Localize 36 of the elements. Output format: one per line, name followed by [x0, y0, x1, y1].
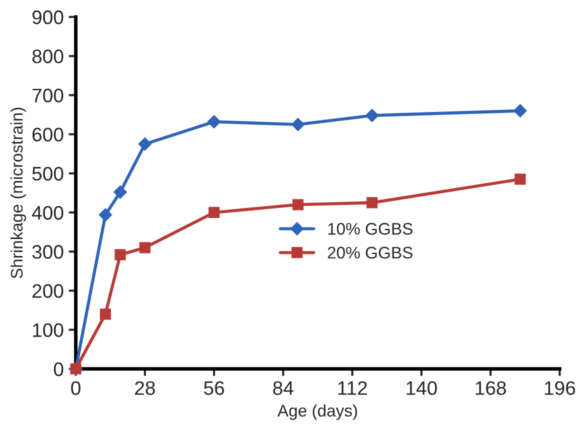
y-tick-label: 400	[32, 206, 64, 220]
point	[207, 115, 221, 128]
y-axis-title: Shrinkage (microstrain)	[10, 108, 26, 278]
y-tick-label: 300	[32, 245, 64, 259]
x-tick-label: 0	[71, 381, 80, 395]
point	[514, 174, 526, 185]
x-tick-label: 84	[273, 381, 294, 395]
point	[292, 199, 304, 210]
point	[366, 197, 378, 208]
y-tick-label: 600	[32, 128, 64, 142]
point	[100, 308, 111, 320]
legend-label: 20% GGBS	[328, 246, 412, 259]
x-tick-label: 56	[204, 381, 224, 395]
legend-label: 10% GGBS	[328, 222, 412, 235]
x-tick-label: 140	[406, 381, 437, 395]
x-axis-title: Age (days)	[277, 404, 357, 420]
point	[514, 104, 527, 118]
point	[139, 242, 150, 254]
point	[114, 186, 127, 199]
x-tick-label: 196	[544, 381, 576, 395]
x-tick-label: 168	[476, 381, 506, 395]
y-tick-label: 900	[32, 10, 64, 24]
y-tick-label: 100	[33, 323, 64, 338]
y-tick-label: 800	[32, 50, 64, 64]
y-tick-label: 500	[32, 166, 64, 181]
y-tick-label: 700	[32, 88, 64, 102]
x-tick-label: 112	[338, 381, 367, 395]
point	[138, 137, 152, 151]
point	[208, 206, 220, 218]
y-tick-label: 200	[32, 284, 64, 298]
point	[98, 208, 112, 222]
point	[365, 108, 379, 122]
y-tick-label: 0	[54, 362, 64, 376]
point	[291, 118, 305, 132]
point	[114, 249, 126, 260]
x-tick-label: 28	[135, 381, 155, 395]
